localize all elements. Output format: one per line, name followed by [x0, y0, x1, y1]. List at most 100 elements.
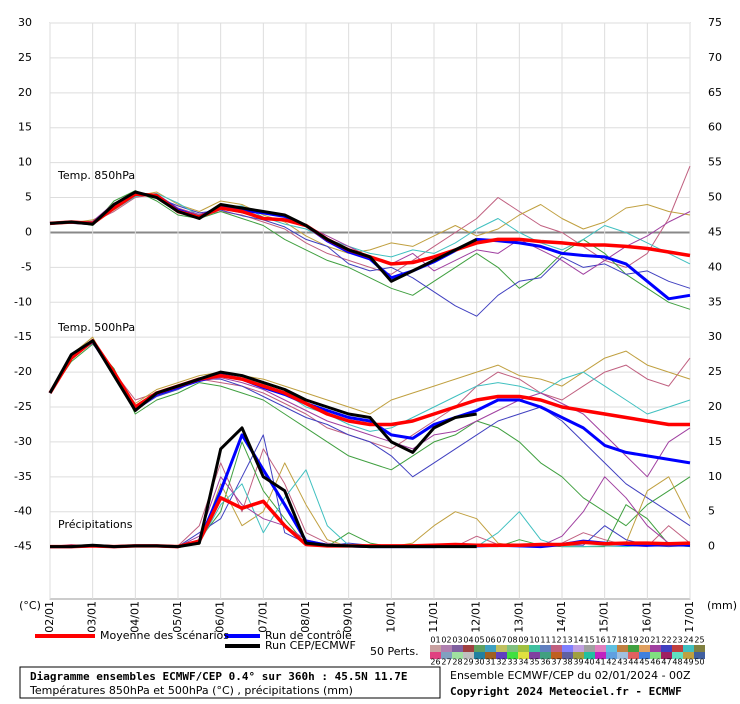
perturbation-label: 16	[595, 636, 605, 645]
y2-tick-label: 15	[708, 435, 722, 448]
y2-tick-label: 45	[708, 225, 722, 238]
perturbation-swatch	[474, 645, 485, 652]
perturbation-swatch	[694, 645, 705, 652]
y-tick-label: -10	[14, 295, 32, 308]
x-tick-label: 04/01	[128, 601, 141, 633]
perturbation-swatch	[551, 645, 562, 652]
perturbation-swatch	[518, 645, 529, 652]
y-tick-label: -30	[14, 435, 32, 448]
perturbation-label: 39	[573, 658, 583, 667]
perturbation-swatch	[540, 645, 551, 652]
perturbation-label: 08	[507, 636, 517, 645]
x-tick-label: 17/01	[683, 601, 696, 633]
series-line	[48, 339, 477, 454]
legend-label: Moyenne des scénarios	[100, 629, 229, 642]
x-tick-label: 09/01	[342, 601, 355, 633]
perturbation-label: 21	[650, 636, 660, 645]
perturbation-label: 42	[606, 658, 616, 667]
perturbation-label: 38	[562, 658, 572, 667]
perturbation-label: 50	[694, 658, 704, 667]
perturbation-swatch	[628, 645, 639, 652]
perturbation-swatch	[529, 652, 540, 659]
y-tick-label: 10	[18, 156, 32, 169]
series-line	[50, 426, 477, 549]
perturbation-swatch	[595, 652, 606, 659]
panel-label: Temp. 850hPa	[57, 169, 135, 182]
legend-label: Run de contrôle	[265, 629, 352, 642]
perturbation-swatch	[430, 645, 441, 652]
perturbation-swatch	[584, 645, 595, 652]
y-tick-label: -40	[14, 505, 32, 518]
y2-tick-label: 0	[708, 540, 715, 553]
perturbation-label: 29	[463, 658, 473, 667]
perturbation-swatch	[661, 645, 672, 652]
perturbation-swatch	[683, 652, 694, 659]
y2-tick-label: 10	[708, 470, 722, 483]
x-tick-label: 06/01	[214, 601, 227, 633]
perturbation-swatch	[507, 652, 518, 659]
y-tick-label: 0	[25, 225, 32, 238]
perturbation-label: 49	[683, 658, 693, 667]
perturbation-swatch	[485, 645, 496, 652]
perturbation-swatch	[639, 652, 650, 659]
x-tick-label: 12/01	[470, 601, 483, 633]
perturbation-swatch	[452, 645, 463, 652]
perturbation-swatch	[584, 652, 595, 659]
perturbation-label: 23	[672, 636, 682, 645]
y2-tick-label: 70	[708, 51, 722, 64]
perturbation-swatch	[474, 652, 485, 659]
perturbation-swatch	[650, 652, 661, 659]
perturbation-swatch	[463, 645, 474, 652]
perturbation-swatch	[540, 652, 551, 659]
y-tick-label: 30	[18, 16, 32, 29]
perturbation-swatch	[507, 645, 518, 652]
perturbation-label: 01	[430, 636, 440, 645]
perturbation-label: 07	[496, 636, 506, 645]
perturbation-swatch	[496, 645, 507, 652]
series-line	[49, 343, 691, 527]
perturbation-label: 37	[551, 658, 561, 667]
perturbation-label: 28	[452, 658, 462, 667]
perturbation-label: 36	[540, 658, 550, 667]
y2-tick-label: 55	[708, 156, 722, 169]
y2-tick-label: 40	[708, 260, 722, 273]
perturbation-label: 41	[595, 658, 605, 667]
y2-tick-label: 20	[708, 400, 722, 413]
perturbation-label: 09	[518, 636, 528, 645]
y-tick-label: -35	[14, 470, 32, 483]
y-tick-label: -20	[14, 365, 32, 378]
perturbation-label: 32	[496, 658, 506, 667]
y2-tick-label: 65	[708, 86, 722, 99]
perturbation-swatch	[562, 645, 573, 652]
perturbation-label: 34	[518, 658, 528, 667]
perturbation-label: 18	[617, 636, 627, 645]
perturbation-swatch	[639, 645, 650, 652]
title-box	[19, 666, 441, 699]
x-tick-label: 10/01	[384, 601, 397, 633]
y2-tick-label: 60	[708, 121, 722, 134]
perturbation-label: 24	[683, 636, 693, 645]
panel-label: Précipitations	[58, 518, 133, 531]
chart-title: Diagramme ensembles ECMWF/CEP 0.4° sur 3…	[30, 670, 408, 683]
perturbation-swatch	[573, 652, 584, 659]
y-tick-label: -45	[14, 540, 32, 553]
copyright: Copyright 2024 Meteociel.fr - ECMWF	[450, 685, 682, 698]
perturbation-label: 06	[485, 636, 495, 645]
perturbation-swatch	[430, 652, 441, 659]
perturbation-swatch	[661, 652, 672, 659]
perturbation-swatch	[452, 652, 463, 659]
perturbation-label: 13	[562, 636, 572, 645]
x-tick-label: 03/01	[86, 601, 99, 633]
y2-axis-label: (mm)	[707, 599, 737, 612]
perturbation-swatch	[562, 652, 573, 659]
y2-tick-label: 35	[708, 295, 722, 308]
perturbation-label: 35	[529, 658, 539, 667]
perturbation-label: 25	[694, 636, 704, 645]
plot-frame	[49, 22, 691, 600]
x-tick-label: 08/01	[299, 601, 312, 633]
perturbation-swatch	[617, 645, 628, 652]
series-line	[49, 190, 478, 283]
legend-label: Run CEP/ECMWF	[265, 639, 356, 652]
perturbation-label: 47	[661, 658, 671, 667]
perturbation-swatch	[551, 652, 562, 659]
